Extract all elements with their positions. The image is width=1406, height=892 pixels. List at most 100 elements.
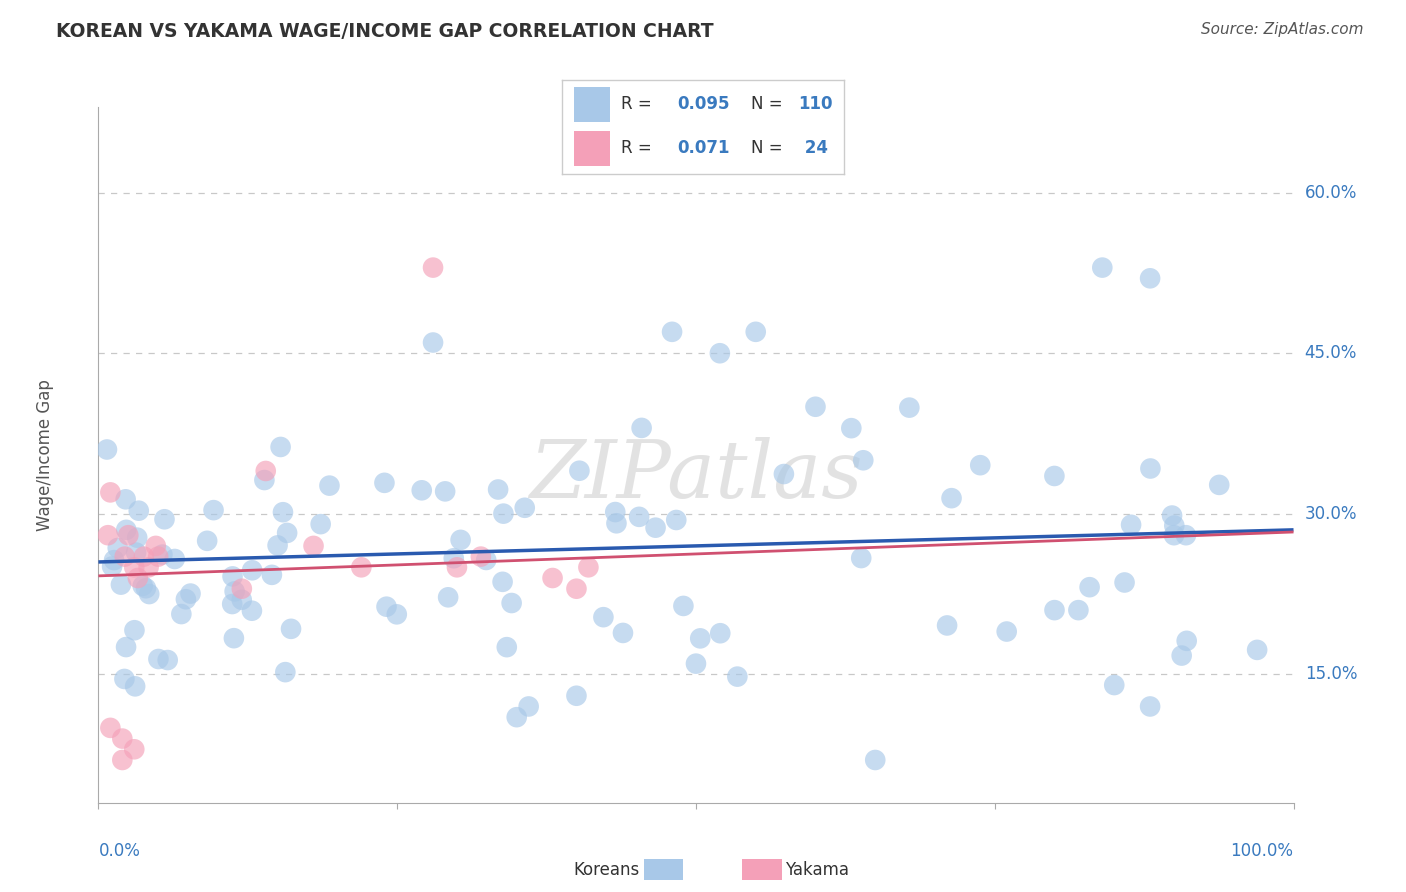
Text: 0.095: 0.095 xyxy=(678,95,730,112)
Point xyxy=(969,458,991,473)
Point xyxy=(124,742,146,756)
Point xyxy=(135,581,157,595)
Point xyxy=(672,599,695,613)
Point xyxy=(851,551,873,566)
Point xyxy=(124,624,146,638)
Point xyxy=(936,618,959,632)
Point xyxy=(221,569,243,583)
Point xyxy=(156,653,179,667)
Point xyxy=(513,500,536,515)
Point xyxy=(437,591,460,605)
Text: 15.0%: 15.0% xyxy=(1305,665,1357,683)
Text: N =: N = xyxy=(751,95,787,112)
Point xyxy=(174,592,197,607)
Point xyxy=(276,525,298,540)
Point xyxy=(274,665,297,680)
Point xyxy=(132,549,155,564)
Point xyxy=(1067,603,1090,617)
Point xyxy=(318,478,340,492)
Point xyxy=(266,538,288,552)
Point xyxy=(224,584,246,599)
Point xyxy=(302,539,325,553)
Point xyxy=(107,541,129,555)
Point xyxy=(1163,528,1185,542)
Point xyxy=(665,513,688,527)
Point xyxy=(115,640,138,654)
Point xyxy=(138,587,160,601)
Point xyxy=(231,582,253,596)
Point xyxy=(1175,528,1198,542)
Point xyxy=(350,560,373,574)
Point xyxy=(125,545,148,559)
Point xyxy=(1246,643,1268,657)
Point xyxy=(612,626,634,640)
Point xyxy=(131,579,153,593)
Point xyxy=(222,631,245,645)
Point xyxy=(541,571,564,585)
Point xyxy=(450,533,472,547)
Point xyxy=(124,560,146,574)
Point xyxy=(443,551,465,566)
Point xyxy=(1078,580,1101,594)
Point xyxy=(628,509,651,524)
Point xyxy=(271,505,294,519)
Point xyxy=(115,523,138,537)
Point xyxy=(1091,260,1114,275)
Point xyxy=(138,560,160,574)
Point xyxy=(486,483,509,497)
Point xyxy=(839,421,862,435)
Text: 0.0%: 0.0% xyxy=(98,842,141,860)
Point xyxy=(1043,603,1066,617)
Point xyxy=(495,640,517,655)
Point xyxy=(422,335,444,350)
Point xyxy=(254,464,277,478)
Point xyxy=(373,475,395,490)
Point xyxy=(475,553,498,567)
Text: 60.0%: 60.0% xyxy=(1305,184,1357,202)
Point xyxy=(127,531,149,545)
Point xyxy=(195,533,218,548)
Text: 45.0%: 45.0% xyxy=(1305,344,1357,362)
Point xyxy=(114,549,136,564)
Point xyxy=(260,567,283,582)
Point xyxy=(101,559,124,574)
Point xyxy=(111,753,134,767)
Point xyxy=(1139,461,1161,475)
Point xyxy=(231,592,253,607)
Point xyxy=(152,548,174,562)
Point xyxy=(863,753,886,767)
Point xyxy=(253,473,276,487)
Point xyxy=(565,689,588,703)
Bar xyxy=(574,87,610,122)
Point xyxy=(96,442,118,457)
Point xyxy=(605,505,627,519)
Point xyxy=(280,622,302,636)
Text: Koreans: Koreans xyxy=(574,861,640,879)
Point xyxy=(661,325,683,339)
Point xyxy=(745,325,768,339)
Point xyxy=(97,528,120,542)
Point xyxy=(689,632,711,646)
Point xyxy=(110,577,132,591)
Point xyxy=(644,521,666,535)
Point xyxy=(240,563,263,577)
Point xyxy=(605,516,627,531)
Point xyxy=(685,657,707,671)
Point xyxy=(170,607,193,621)
Point xyxy=(127,571,149,585)
Point xyxy=(576,560,599,574)
Point xyxy=(221,597,243,611)
Point xyxy=(491,574,513,589)
Point xyxy=(128,504,150,518)
Text: R =: R = xyxy=(621,139,658,157)
Point xyxy=(148,549,170,564)
Text: 100.0%: 100.0% xyxy=(1230,842,1294,860)
Point xyxy=(434,484,457,499)
Point xyxy=(270,440,292,454)
Text: 110: 110 xyxy=(799,95,834,112)
Point xyxy=(422,260,444,275)
Point xyxy=(114,492,136,507)
Point xyxy=(1043,469,1066,483)
Point xyxy=(148,652,170,666)
Point xyxy=(804,400,827,414)
